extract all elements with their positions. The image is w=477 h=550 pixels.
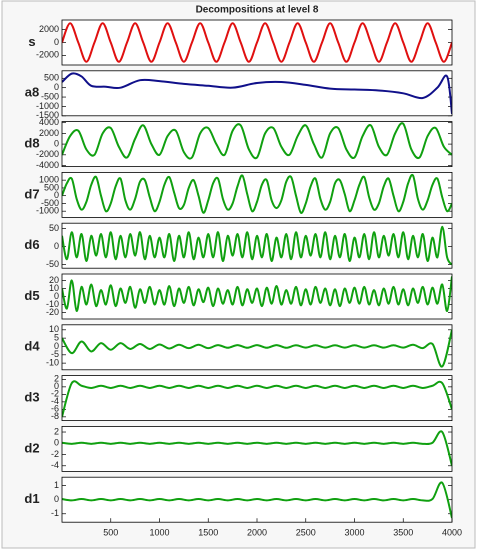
y-axis-label: d8 <box>24 136 39 151</box>
y-axis-label: d4 <box>24 339 40 354</box>
y-tick-label: 500 <box>44 182 59 192</box>
y-axis-label: d2 <box>24 440 39 455</box>
y-tick-label: -1 <box>51 508 59 518</box>
axes-frame <box>61 324 453 371</box>
y-tick-label: 1 <box>54 480 59 490</box>
axes-box <box>62 223 452 269</box>
x-tick-label: 2500 <box>296 528 316 538</box>
x-tick-label: 3500 <box>393 528 413 538</box>
axes-frame <box>61 375 453 422</box>
axes-frame <box>61 222 453 269</box>
signal-line <box>62 276 452 312</box>
y-axis-label: a8 <box>25 85 39 100</box>
y-tick-label: -1000 <box>36 101 59 111</box>
x-tick-label: 1500 <box>198 528 218 538</box>
axes-box <box>62 121 452 167</box>
x-tick-label: 2000 <box>247 528 267 538</box>
y-tick-label: -4 <box>51 460 59 470</box>
signal-line <box>62 430 452 467</box>
y-tick-label: 0 <box>54 190 59 200</box>
signal-line <box>62 329 452 368</box>
y-tick-label: 0 <box>54 241 59 251</box>
axes-box <box>62 426 452 472</box>
y-tick-label: 0 <box>54 381 59 391</box>
y-tick-label: -2000 <box>36 149 59 159</box>
signal-line <box>62 380 452 418</box>
axes-frame <box>61 19 453 66</box>
y-tick-label: 2000 <box>39 128 59 138</box>
y-tick-label: 0 <box>54 291 59 301</box>
y-tick-label: 0 <box>54 138 59 148</box>
y-tick-label: -6 <box>51 404 59 414</box>
signal-line <box>62 122 452 160</box>
y-tick-label: -2000 <box>36 50 59 60</box>
y-axis-label: d7 <box>24 186 39 201</box>
y-axis-label: d5 <box>24 288 39 303</box>
y-axis-label: d1 <box>24 491 39 506</box>
y-tick-label: -1500 <box>36 110 59 120</box>
y-tick-label: -8 <box>51 411 59 421</box>
y-tick-label: 500 <box>44 73 59 83</box>
y-tick-label: 0 <box>54 341 59 351</box>
y-tick-label: -5 <box>51 349 59 359</box>
x-tick-label: 4000 <box>442 528 462 538</box>
axes-box <box>62 274 452 319</box>
axes-frame <box>61 70 453 117</box>
signal-line <box>62 173 452 214</box>
signal-line <box>62 72 452 115</box>
y-tick-label: -500 <box>41 91 59 101</box>
y-tick-label: -10 <box>46 358 59 368</box>
y-tick-label: 4000 <box>39 117 59 127</box>
y-tick-label: -4 <box>51 396 59 406</box>
signal-line <box>62 22 452 63</box>
axes-box <box>62 375 452 421</box>
y-tick-label: -2 <box>51 449 59 459</box>
axes-frame <box>61 171 453 218</box>
signal-line <box>62 481 452 519</box>
y-tick-label: -20 <box>46 307 59 317</box>
y-tick-label: 0 <box>54 82 59 92</box>
y-tick-label: 2 <box>54 374 59 384</box>
y-tick-label: 5 <box>54 333 59 343</box>
y-tick-label: 2 <box>54 426 59 436</box>
x-tick-label: 500 <box>103 528 118 538</box>
x-tick-label: 1000 <box>149 528 169 538</box>
axes-frame <box>61 425 453 472</box>
y-axis-label: s <box>28 34 35 49</box>
y-tick-label: -2 <box>51 389 59 399</box>
y-tick-label: 20 <box>49 275 59 285</box>
x-tick-label: 3000 <box>344 528 364 538</box>
y-axis-label: d3 <box>24 390 39 405</box>
y-tick-label: -4000 <box>36 160 59 170</box>
y-tick-label: 1000 <box>39 175 59 185</box>
y-tick-label: 10 <box>49 283 59 293</box>
y-tick-label: -10 <box>46 299 59 309</box>
axes-box <box>62 324 452 370</box>
y-tick-label: 0 <box>54 37 59 47</box>
y-tick-label: 2000 <box>39 24 59 34</box>
axes-frame <box>61 476 453 523</box>
y-axis-label: d6 <box>24 237 39 252</box>
y-tick-label: -1000 <box>36 206 59 216</box>
chart-title: Decompositions at level 8 <box>196 5 319 16</box>
axes-frame <box>61 121 453 167</box>
y-tick-label: 0 <box>54 438 59 448</box>
y-tick-label: 0 <box>54 494 59 504</box>
axes-box <box>62 70 452 116</box>
axes-frame <box>61 273 453 320</box>
y-tick-label: -500 <box>41 198 59 208</box>
y-tick-label: 10 <box>49 324 59 334</box>
y-tick-label: -50 <box>46 259 59 269</box>
signal-line <box>62 225 452 266</box>
y-tick-label: 50 <box>49 223 59 233</box>
